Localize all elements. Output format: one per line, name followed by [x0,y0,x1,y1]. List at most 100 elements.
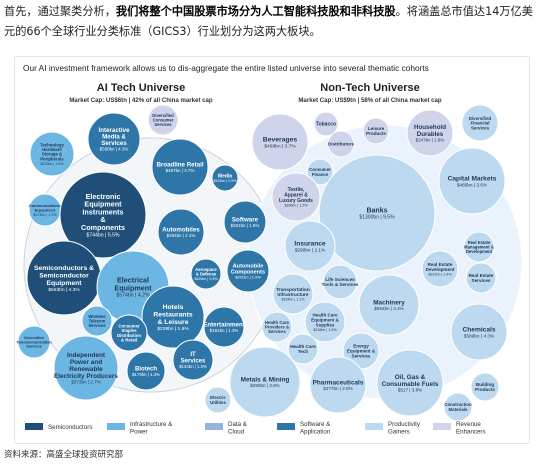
bubble-building-products [470,372,500,402]
bubble-diversified-consumer-services [147,104,179,136]
bubble-label-diversified-financial-services: Diversified Financial Services [469,116,492,131]
bubble-value-aerospace-and-defense: $120bn | 0.9% [194,277,218,281]
bubble-electronic-equipment-instruments-and-components [59,171,147,259]
bubble-machinery [358,274,420,336]
group-subtitle-ai-tech-universe: Market Cap: US$6tn | 42% of all China ma… [69,97,213,104]
bubble-tobacco [313,111,339,137]
bubble-label-health-care-equipment-and-supplies: Health Care Equipment & Supplies [311,313,339,328]
bubble-label-semiconductors-and-semiconductor-equipment: Semiconductors & Semiconductor Equipment [34,265,94,287]
bubble-value-interactive-media-and-services: $580bn | 4.3% [100,147,129,152]
bubble-label-metals-and-mining: Metals & Mining [241,376,290,383]
bubble-leisure-products [362,117,390,145]
legend-swatch-data [205,423,223,430]
source-note: 资料来源：高盛全球投资研究部 [4,450,124,460]
bubble-label-textile-apparel-and-luxury-goods: Textile, Apparel & Luxury Goods [279,187,313,204]
bubble-label-electronic-equipment-instruments-and-components: Electronic Equipment Instruments & Component… [81,192,125,232]
bubble-value-banks: $1300bn | 9.5% [359,215,395,221]
bubble-value-health-care-equipment-and-supplies: $136bn | 1.0% [313,328,337,332]
bubble-value-automobiles: $284bn | 2.1% [167,233,196,238]
bubble-label-life-sciences-tools-and-services: Life Sciences Tools & Services [322,277,359,287]
bubble-value-electronic-equipment-instruments-and-components: $744bn | 5.5% [86,232,120,238]
bubble-value-automobile-components: $261bn | 1.9% [235,275,261,280]
legend-label-semi: Semiconductors [48,424,92,431]
bubble-label-diversified-telecommunication-services: Diversified Telecommunication Services [16,336,52,348]
bubble-distributors [327,130,355,158]
intro-paragraph: 首先，通过聚类分析，我们将整个中国股票市场分为人工智能科技股和非科技股。将涵盖总… [4,2,536,42]
bubble-independent-power-and-renewable-electricity-producers [53,335,119,401]
bubble-label-communications-equipment: Communications Equipment [29,203,62,212]
group-title-non-tech-universe: Non-Tech Universe [320,82,419,94]
bubble-value-metals-and-mining: $490bn | 3.6% [250,383,280,388]
group-title-ai-tech-universe: AI Tech Universe [97,82,185,94]
bubble-label-media: Media [218,174,232,180]
bubble-electric-utilities [204,386,232,414]
bubble-wireless-telecom-services [81,305,113,337]
bubble-interactive-media-and-services [87,112,141,166]
bubble-software [223,200,267,244]
bubble-insurance [284,220,336,272]
legend-label-data: Data & Cloud [228,421,248,436]
legend-swatch-soft [277,423,295,430]
bubble-label-oil-gas-and-consumable-fuels: Oil, Gas & Consumable Fuels [382,374,439,388]
bubble-label-pharmaceuticals: Pharmaceuticals [313,379,364,386]
bubble-aerospace-and-defense [190,258,222,290]
bubble-label-consumer-finance: Consumer Finance [309,167,331,177]
bubble-capital-markets [438,147,506,215]
bubble-label-aerospace-and-defense: Aerospace & Defense [195,267,217,277]
bubble-label-real-estate-services: Real Estate Services [469,273,494,283]
group-subtitle-non-tech-universe: Market Cap: US$9tn | 58% of all China ma… [298,97,442,104]
bubble-value-insurance: $290bn | 2.1% [295,247,326,253]
bubble-real-estate-services [465,262,497,294]
bubble-value-biotech: $179bn | 1.3% [132,372,160,377]
bubble-automobile-components [226,249,270,293]
bubble-automobiles [157,208,205,256]
bubble-textile-apparel-and-luxury-goods [271,172,321,222]
bubble-value-beverages: $499bn | 3.7% [264,144,296,150]
bubble-value-pharmaceuticals: $377bn | 2.8% [323,386,353,391]
bubble-media [211,164,239,192]
bubble-real-estate-management-and-development [463,231,495,263]
bubble-label-diversified-consumer-services: Diversified Consumer Services [152,113,174,127]
bubble-consumer-finance [306,158,334,186]
bubble-health-care-providers-and-services [261,311,293,343]
bubble-value-transportation-infrastructure: $154bn | 1.1% [281,298,305,302]
bubble-label-capital-markets: Capital Markets [448,175,497,182]
bubble-value-it-services: $134bn | 1.0% [179,364,207,369]
bubble-label-household-durables: Household Durables [414,124,446,138]
bubble-value-semiconductors-and-semiconductor-equipment: $583bn | 4.3% [48,287,80,293]
bubble-banks [318,154,436,272]
legend-swatch-prod [365,423,383,430]
bubble-label-entertainment: Entertainment [203,322,245,329]
bubble-health-care-equipment-and-supplies [304,301,346,343]
bubble-value-household-durables: $247bn | 1.8% [416,137,445,142]
bubble-label-electrical-equipment: Electrical Equipment [114,276,152,293]
bubble-label-real-estate-management-and-development: Real Estate Management & Development [464,240,494,254]
bubble-label-distributors: Distributors [328,142,354,147]
bubble-label-building-products: Building Products [475,382,495,392]
chart-title: Our AI investment framework allows us to… [23,63,429,73]
bubble-consumer-staples-distribution-and-retail [110,314,148,352]
bubble-label-independent-power-and-renewable-electricity-producers: Independent Power and Renewable Electricity… [54,352,118,380]
bubble-broadline-retail [151,138,209,196]
bubble-value-entertainment: $181bn | 1.3% [210,328,239,333]
bubble-label-it-services: IT Services [181,352,206,365]
bubble-it-services [172,339,214,381]
bubble-metals-and-mining [229,346,301,418]
bubble-diversified-telecommunication-services [17,325,51,359]
bubble-value-hotels-restaurants-and-leisure: $239bn | 1.8% [157,326,189,332]
bubble-label-beverages: Beverages [263,136,298,143]
bubble-label-energy-equipment-and-services: Energy Equipment & Services [347,344,376,359]
bubble-label-electric-utilities: Electric Utilities [210,395,226,405]
bubble-label-chemicals: Chemicals [463,326,496,333]
bubble-chart-figure: Our AI investment framework allows us to… [14,56,530,444]
bubble-beverages [251,113,309,171]
bubble-label-leisure-products: Leisure Products [366,126,386,136]
bubble-hotels-restaurants-and-leisure [141,285,205,349]
bubble-label-automobiles: Automobiles [162,227,200,234]
bubble-health-care-tech [287,333,319,365]
legend-label-rev: Revenue Enhancers [456,421,486,436]
intro-text-1: 首先，通过聚类分析， [4,5,116,18]
bubble-label-construction-materials: Construction Materials [444,402,472,412]
bubble-label-biotech: Biotech [135,367,157,373]
bubble-chart: Our AI investment framework allows us to… [16,63,523,436]
